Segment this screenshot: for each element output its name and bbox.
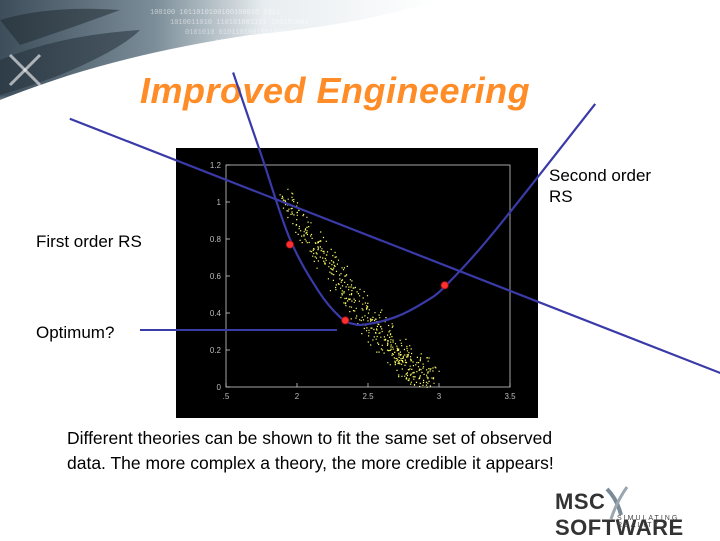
logo-brand-right: SOFTWARE (555, 515, 684, 540)
first-order-label: First order RS (36, 232, 142, 251)
slide-title: Improved Engineering (140, 70, 531, 111)
svg-text:1010011010 110101001101 100101: 1010011010 110101001101 100101001 (170, 19, 309, 27)
caption-line-2: data. The more complex a theory, the mor… (67, 453, 554, 473)
logo-brand-left: MSC (555, 489, 606, 514)
y-tick-label: 0 (217, 383, 222, 392)
x-tick-label: 3 (437, 392, 442, 401)
second-order-label-line1: Second order (549, 166, 652, 185)
svg-text:110100101 101101001010: 110100101 101101001010 (215, 39, 307, 47)
x-tick-label: .5 (223, 392, 230, 401)
x-tick-label: 3.5 (504, 392, 516, 401)
y-tick-label: 0.6 (210, 272, 222, 281)
plot-svg: 0 0.2 0.4 0.6 0.8 1 1.2 .5 2 2.5 3 3.5 (210, 161, 516, 401)
y-tick-label: 0.2 (210, 346, 222, 355)
y-tick-label: 1 (217, 198, 222, 207)
caption-line-1: Different theories can be shown to fit t… (67, 428, 553, 448)
optimum-label: Optimum? (36, 323, 115, 342)
logo-tagline: SIMULATING REALITY (617, 515, 680, 529)
logo-wordmark: MSCSOFTWARE (555, 489, 715, 541)
data-point-cloud (279, 188, 440, 388)
y-tick-label: 0.4 (210, 309, 222, 318)
x-tick-label: 2 (295, 392, 300, 401)
msc-software-logo: MSCSOFTWARE SIMULATING REALITY (555, 485, 715, 540)
y-tick-label: 0.8 (210, 235, 222, 244)
plot-frame (225, 164, 511, 388)
slide-caption: Different theories can be shown to fit t… (67, 426, 687, 476)
scatter-plot: 0 0.2 0.4 0.6 0.8 1 1.2 .5 2 2.5 3 3.5 (176, 148, 538, 418)
svg-text:0101010 01011010010110010 1010: 0101010 01011010010110010 101001 (185, 29, 319, 37)
logo-swoosh-icon (605, 486, 629, 520)
second-order-label: Second order RS (549, 165, 699, 207)
svg-text:100100 1011010100100100010 101: 100100 1011010100100100010 1011 (150, 9, 280, 17)
x-tick-label: 2.5 (362, 392, 374, 401)
y-tick-label: 1.2 (210, 161, 222, 170)
second-order-label-line2: RS (549, 187, 573, 206)
